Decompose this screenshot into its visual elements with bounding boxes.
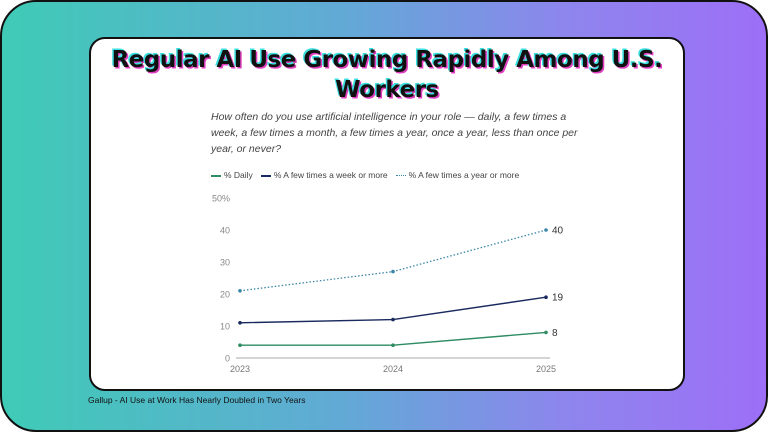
data-point bbox=[391, 317, 395, 322]
y-tick-label: 10 bbox=[220, 322, 230, 332]
chart-card: Regular AI Use Growing Rapidly Among U.S… bbox=[89, 37, 685, 391]
data-point bbox=[238, 289, 242, 293]
source-caption: Gallup - AI Use at Work Has Nearly Doubl… bbox=[88, 395, 306, 405]
legend: % Daily % A few times a week or more % A f… bbox=[211, 170, 519, 180]
legend-swatch bbox=[211, 174, 221, 177]
legend-label: % Daily bbox=[224, 170, 253, 180]
y-tick-label: 30 bbox=[220, 258, 230, 268]
series-line bbox=[239, 229, 547, 292]
end-value-label: 40 bbox=[552, 226, 564, 237]
legend-item: % A few times a week or more bbox=[260, 170, 388, 180]
data-point bbox=[544, 330, 548, 335]
data-point bbox=[544, 295, 548, 300]
data-point bbox=[544, 228, 548, 232]
data-point bbox=[391, 343, 395, 348]
end-value-label: 8 bbox=[552, 328, 558, 339]
legend-swatch bbox=[395, 175, 406, 177]
y-tick-label: 0 bbox=[225, 354, 230, 364]
y-tick-label: 20 bbox=[220, 290, 230, 300]
series-line bbox=[240, 331, 547, 346]
chart-title: Regular AI Use Growing Rapidly Among U.S… bbox=[111, 47, 663, 103]
data-point bbox=[238, 343, 242, 348]
legend-label: % A few times a week or more bbox=[273, 170, 388, 180]
y-tick-label: 50% bbox=[212, 194, 230, 204]
chart-subtitle: How often do you use artificial intellig… bbox=[211, 111, 578, 155]
legend-item: % Daily bbox=[211, 170, 253, 180]
legend-swatch bbox=[260, 174, 271, 177]
legend-item: % A few times a year or more bbox=[395, 170, 520, 180]
x-tick-label: 2025 bbox=[536, 364, 556, 374]
x-tick-label: 2024 bbox=[383, 364, 403, 374]
data-point bbox=[238, 321, 242, 325]
y-tick-label: 40 bbox=[220, 226, 230, 236]
legend-label: % A few times a year or more bbox=[408, 170, 520, 180]
data-point bbox=[391, 269, 395, 274]
end-value-label: 19 bbox=[552, 293, 564, 304]
x-tick-label: 2023 bbox=[230, 364, 250, 374]
